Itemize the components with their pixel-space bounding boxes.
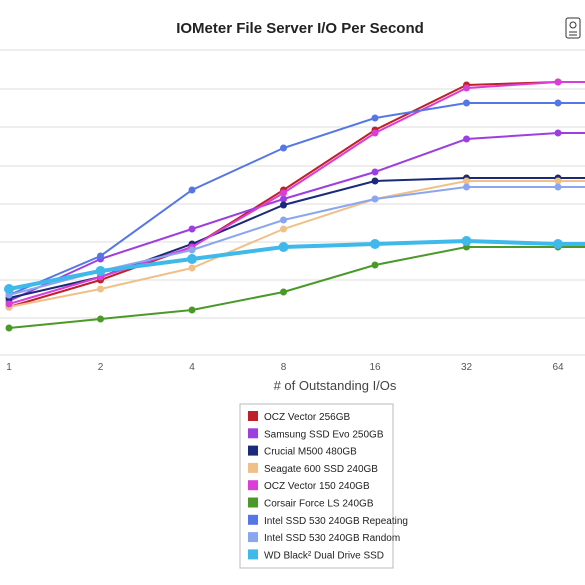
series-group <box>4 78 585 332</box>
x-tick-label: 4 <box>189 362 195 373</box>
data-point <box>280 144 287 152</box>
data-point <box>278 242 289 252</box>
data-point <box>554 183 562 191</box>
data-point <box>280 189 287 197</box>
legend-swatch <box>248 411 258 421</box>
data-point <box>370 239 380 249</box>
series-line <box>8 102 585 296</box>
data-point <box>554 78 562 86</box>
legend: OCZ Vector 256GB Samsung SSD Evo 250GB Cru… <box>239 403 408 569</box>
data-point <box>461 236 472 246</box>
x-tick-label: 1 <box>6 362 12 373</box>
x-tick-label: 2 <box>98 362 104 373</box>
legend-swatch <box>248 462 258 473</box>
x-tick-label: 16 <box>369 362 381 373</box>
data-point <box>4 284 14 294</box>
x-axis-title: # of Outstanding I/Os <box>274 378 397 393</box>
series-6 <box>5 99 585 299</box>
legend-label: Samsung SSD Evo 250GB <box>264 429 384 440</box>
data-point <box>371 168 379 176</box>
data-point <box>554 177 562 185</box>
legend-label: Seagate 600 SSD 240GB <box>264 464 378 475</box>
data-point <box>371 261 379 269</box>
logo-icon <box>565 17 581 39</box>
data-point <box>280 216 287 224</box>
legend-box <box>239 403 394 569</box>
legend-swatch <box>248 428 258 439</box>
data-point <box>280 288 287 296</box>
x-tick-label: 64 <box>552 362 564 373</box>
legend-swatch <box>248 514 258 525</box>
data-point <box>188 306 196 314</box>
data-point <box>553 239 563 249</box>
legend-swatch <box>248 532 258 543</box>
data-point <box>280 225 287 233</box>
data-point <box>188 246 196 254</box>
legend-label: Intel SSD 530 240GB Repeating <box>264 516 408 527</box>
x-axis-ticks: 1 2 4 8 16 32 64 <box>6 362 564 373</box>
data-point <box>97 315 104 323</box>
series-8 <box>4 236 585 294</box>
data-point <box>554 99 562 107</box>
legend-swatch <box>248 497 258 508</box>
series-4 <box>5 78 585 308</box>
data-point <box>187 254 197 264</box>
data-point <box>463 99 470 107</box>
data-point <box>280 195 287 203</box>
data-point <box>188 264 196 272</box>
series-line <box>8 180 585 308</box>
x-tick-label: 32 <box>461 362 473 373</box>
series-line <box>8 132 585 302</box>
data-point <box>97 252 104 260</box>
data-point <box>5 300 13 308</box>
gridlines <box>0 49 585 356</box>
data-point <box>5 324 13 332</box>
data-point <box>188 186 196 194</box>
data-point <box>463 135 470 143</box>
data-point <box>463 177 470 185</box>
data-point <box>188 225 196 233</box>
data-point <box>463 183 470 191</box>
data-point <box>371 129 379 137</box>
series-line <box>8 81 585 305</box>
legend-label: OCZ Vector 256GB <box>264 412 350 423</box>
legend-label: Corsair Force LS 240GB <box>264 499 374 510</box>
x-tick-label: 8 <box>281 362 287 373</box>
chart-title: IOMeter File Server I/O Per Second <box>176 20 424 37</box>
data-point <box>371 177 379 185</box>
legend-label: Intel SSD 530 240GB Random <box>264 533 400 544</box>
legend-label: Crucial M500 480GB <box>264 447 357 458</box>
legend-label: WD Black² Dual Drive SSD <box>264 550 384 561</box>
legend-swatch <box>248 549 258 560</box>
data-point <box>554 129 562 137</box>
data-point <box>463 84 470 92</box>
data-point <box>371 195 379 203</box>
series-line <box>8 246 585 329</box>
data-point <box>280 201 287 209</box>
legend-swatch <box>248 445 258 456</box>
data-point <box>371 114 379 122</box>
data-point <box>97 285 104 293</box>
data-point <box>95 266 106 276</box>
legend-swatch <box>248 480 258 491</box>
series-line <box>8 238 585 291</box>
legend-label: OCZ Vector 150 240GB <box>264 481 370 492</box>
